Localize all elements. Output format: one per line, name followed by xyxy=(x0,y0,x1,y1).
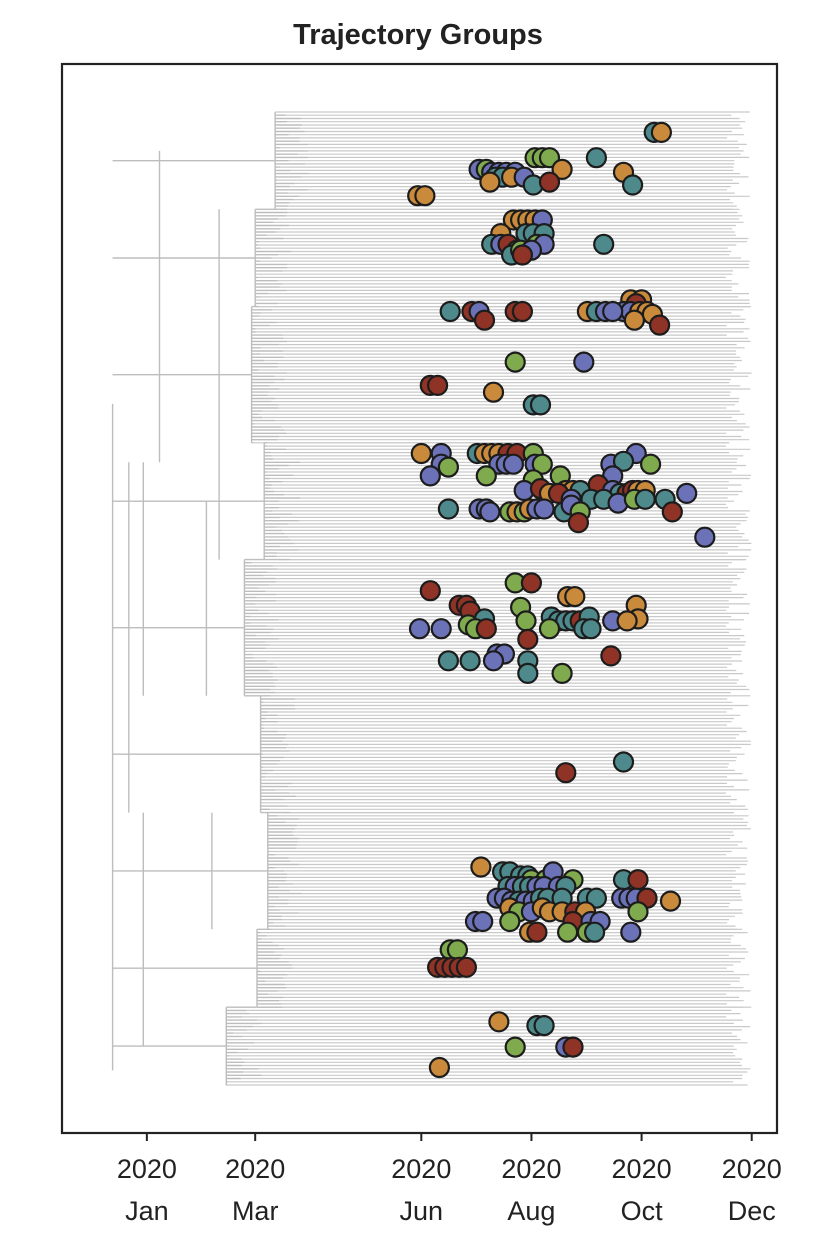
trajectory-point-green xyxy=(475,465,497,487)
trajectory-point-purple xyxy=(472,910,494,933)
trajectory-point-orange xyxy=(410,442,432,465)
trajectory-point-red xyxy=(538,171,561,193)
trajectory-point-red xyxy=(555,762,577,784)
x-tick-year: 2020 xyxy=(501,1154,561,1184)
trajectory-point-orange xyxy=(564,585,586,608)
trajectory-point-purple xyxy=(573,351,595,373)
trajectory-point-red xyxy=(520,572,543,594)
trajectory-point-red xyxy=(517,628,539,651)
chart-title: Trajectory Groups xyxy=(293,19,543,51)
trajectory-point-green xyxy=(627,901,649,923)
trajectory-point-red xyxy=(427,374,449,396)
trajectory-point-teal xyxy=(439,300,461,323)
trajectory-point-teal xyxy=(612,751,635,773)
trajectory-point-red xyxy=(600,645,622,667)
trajectory-point-green xyxy=(538,618,561,640)
trajectory-point-red xyxy=(419,580,441,602)
trajectory-point-teal xyxy=(437,498,459,520)
trajectory-point-purple xyxy=(694,526,716,548)
trajectory-point-teal xyxy=(437,650,459,672)
trajectory-point-red xyxy=(562,1036,584,1058)
trajectory-point-teal xyxy=(459,650,481,672)
trajectory-point-teal xyxy=(517,662,539,685)
plot-frame xyxy=(60,62,779,1135)
trajectory-point-red xyxy=(511,244,534,266)
trajectory-point-orange xyxy=(482,381,505,403)
x-tick-year: 2020 xyxy=(225,1154,285,1184)
x-tick-month: Jan xyxy=(125,1196,169,1226)
trajectory-point-red xyxy=(627,869,649,891)
trajectory-point-teal xyxy=(533,1014,555,1037)
trajectory-point-red xyxy=(473,309,496,331)
trajectory-point-purple xyxy=(430,618,452,640)
tree-branches xyxy=(111,112,309,1086)
trajectory-point-orange xyxy=(616,610,638,632)
trajectory-point-green xyxy=(531,453,553,475)
trajectory-point-teal xyxy=(621,174,644,196)
trajectory-point-teal xyxy=(593,233,615,255)
trajectory-point-purple xyxy=(602,300,624,323)
trajectory-point-orange xyxy=(650,121,673,143)
trajectory-point-purple xyxy=(502,453,525,475)
trajectory-point-teal xyxy=(580,618,602,640)
trajectory-point-orange xyxy=(623,309,646,331)
trajectory-point-red xyxy=(526,921,548,943)
trajectory-point-red xyxy=(648,314,671,336)
trajectory-point-teal xyxy=(585,147,608,169)
trajectory-point-purple xyxy=(419,465,441,487)
trajectory-point-green xyxy=(504,351,526,373)
trajectory-point-green xyxy=(515,610,537,632)
trajectory-point-orange xyxy=(551,158,573,180)
x-tick-month: Dec xyxy=(728,1196,776,1226)
trajectory-point-green xyxy=(556,921,579,943)
trajectory-point-red xyxy=(511,300,534,323)
x-tick-year: 2020 xyxy=(117,1154,177,1184)
trajectory-point-purple xyxy=(479,501,501,523)
trajectory-point-teal xyxy=(529,394,552,416)
trajectory-point-purple xyxy=(620,921,642,943)
trajectory-point-teal xyxy=(612,450,635,472)
trajectory-point-red xyxy=(661,501,683,523)
trajectory-point-purple xyxy=(533,498,555,520)
trajectory-point-red xyxy=(475,618,497,640)
x-tick-year: 2020 xyxy=(391,1154,451,1184)
trajectory-point-orange xyxy=(470,856,492,878)
x-tick-month: Oct xyxy=(621,1196,664,1226)
trajectory-point-green xyxy=(504,1036,526,1058)
trajectory-point-orange xyxy=(659,890,682,912)
trajectory-point-orange xyxy=(488,1011,510,1033)
trajectory-point-orange xyxy=(428,1056,450,1079)
trajectory-point-teal xyxy=(583,921,606,943)
trajectory-point-red xyxy=(455,956,477,978)
trajectory-point-purple xyxy=(408,618,431,640)
trajectory-point-teal xyxy=(585,887,608,909)
trajectory-point-green xyxy=(639,453,662,475)
x-tick-year: 2020 xyxy=(612,1154,672,1184)
x-tick-month: Aug xyxy=(507,1196,555,1226)
x-tick-month: Jun xyxy=(400,1196,444,1226)
x-tick-month: Mar xyxy=(232,1196,279,1226)
trajectory-point-green xyxy=(499,910,521,933)
trajectory-point-purple xyxy=(482,650,505,672)
trajectory-point-teal xyxy=(634,488,656,510)
x-axis: 2020 Jan 2020 Mar 2020 Jun 2020 Aug 2020 Oct 2020 D… xyxy=(117,1133,782,1226)
trajectory-point-red xyxy=(567,511,590,534)
trajectory-point-orange xyxy=(414,185,436,207)
trajectory-point-green xyxy=(446,939,468,961)
trajectory-point-green xyxy=(551,662,573,685)
phylogenetic-tree xyxy=(111,111,752,1086)
x-tick-year: 2020 xyxy=(722,1154,782,1184)
trajectory-points xyxy=(407,121,716,1079)
trajectory-point-green xyxy=(437,456,459,478)
trajectory-point-orange xyxy=(479,171,501,193)
trajectory-point-purple xyxy=(676,482,698,504)
